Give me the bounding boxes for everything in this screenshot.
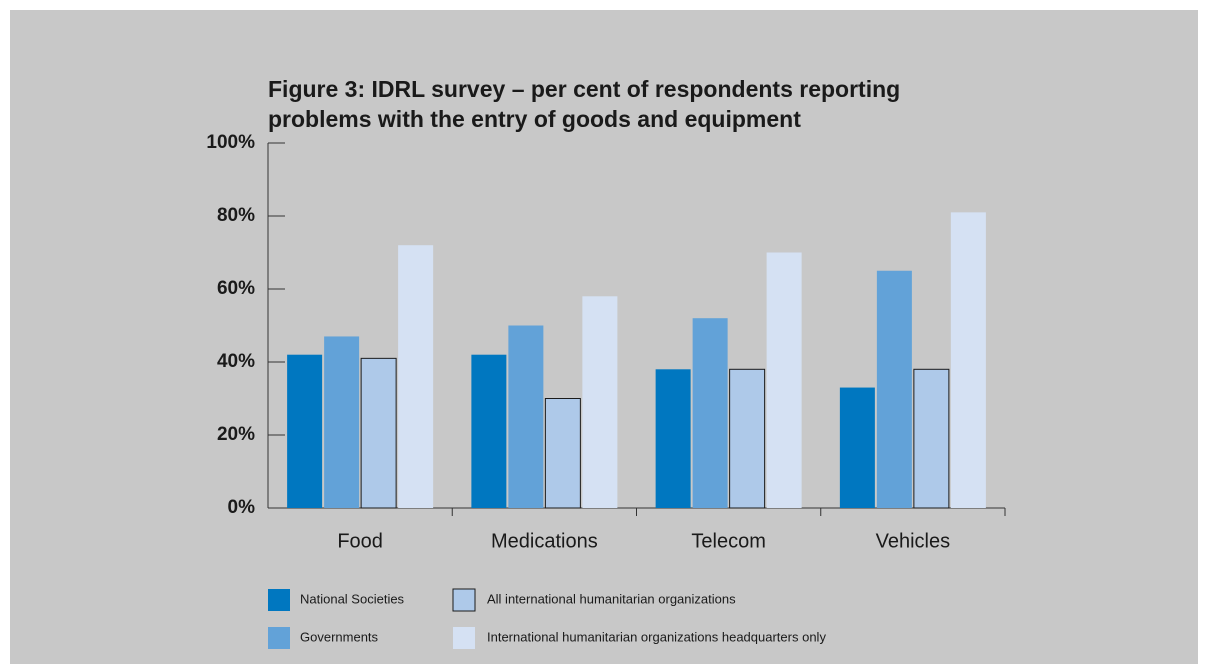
y-tick-label: 80%: [217, 205, 255, 226]
bar: [508, 325, 544, 508]
bar: [913, 368, 950, 509]
legend-label: National Societies: [300, 591, 405, 606]
x-tick-label: Telecom: [691, 530, 765, 552]
bar: [287, 354, 323, 508]
y-tick-label: 20%: [217, 424, 255, 445]
legend-swatch: [268, 589, 290, 611]
legend-swatch: [452, 588, 476, 612]
chart-title: Figure 3: IDRL survey – per cent of resp…: [268, 76, 901, 132]
bar: [360, 357, 397, 509]
bar: [950, 212, 986, 508]
x-tick-label: Medications: [491, 530, 598, 552]
y-tick-label: 100%: [206, 132, 255, 153]
x-tick-label: Food: [337, 530, 383, 552]
bar: [324, 336, 360, 508]
y-tick-label: 0%: [228, 497, 256, 518]
legend-label: International humanitarian organizations…: [487, 629, 826, 644]
bar: [544, 398, 581, 509]
bar: [729, 368, 766, 509]
bar: [398, 245, 434, 508]
y-tick-label: 40%: [217, 351, 255, 372]
legend-swatch: [453, 627, 475, 649]
y-tick-label: 60%: [217, 278, 255, 299]
bar: [582, 296, 618, 508]
legend-label: All international humanitarian organizat…: [487, 591, 736, 606]
bar: [692, 318, 728, 508]
bar: [839, 387, 875, 508]
bar: [876, 270, 912, 508]
bar: [655, 369, 691, 508]
bar: [766, 252, 802, 508]
x-tick-label: Vehicles: [876, 530, 951, 552]
legend-label: Governments: [300, 629, 379, 644]
bar: [471, 354, 507, 508]
legend-swatch: [268, 627, 290, 649]
